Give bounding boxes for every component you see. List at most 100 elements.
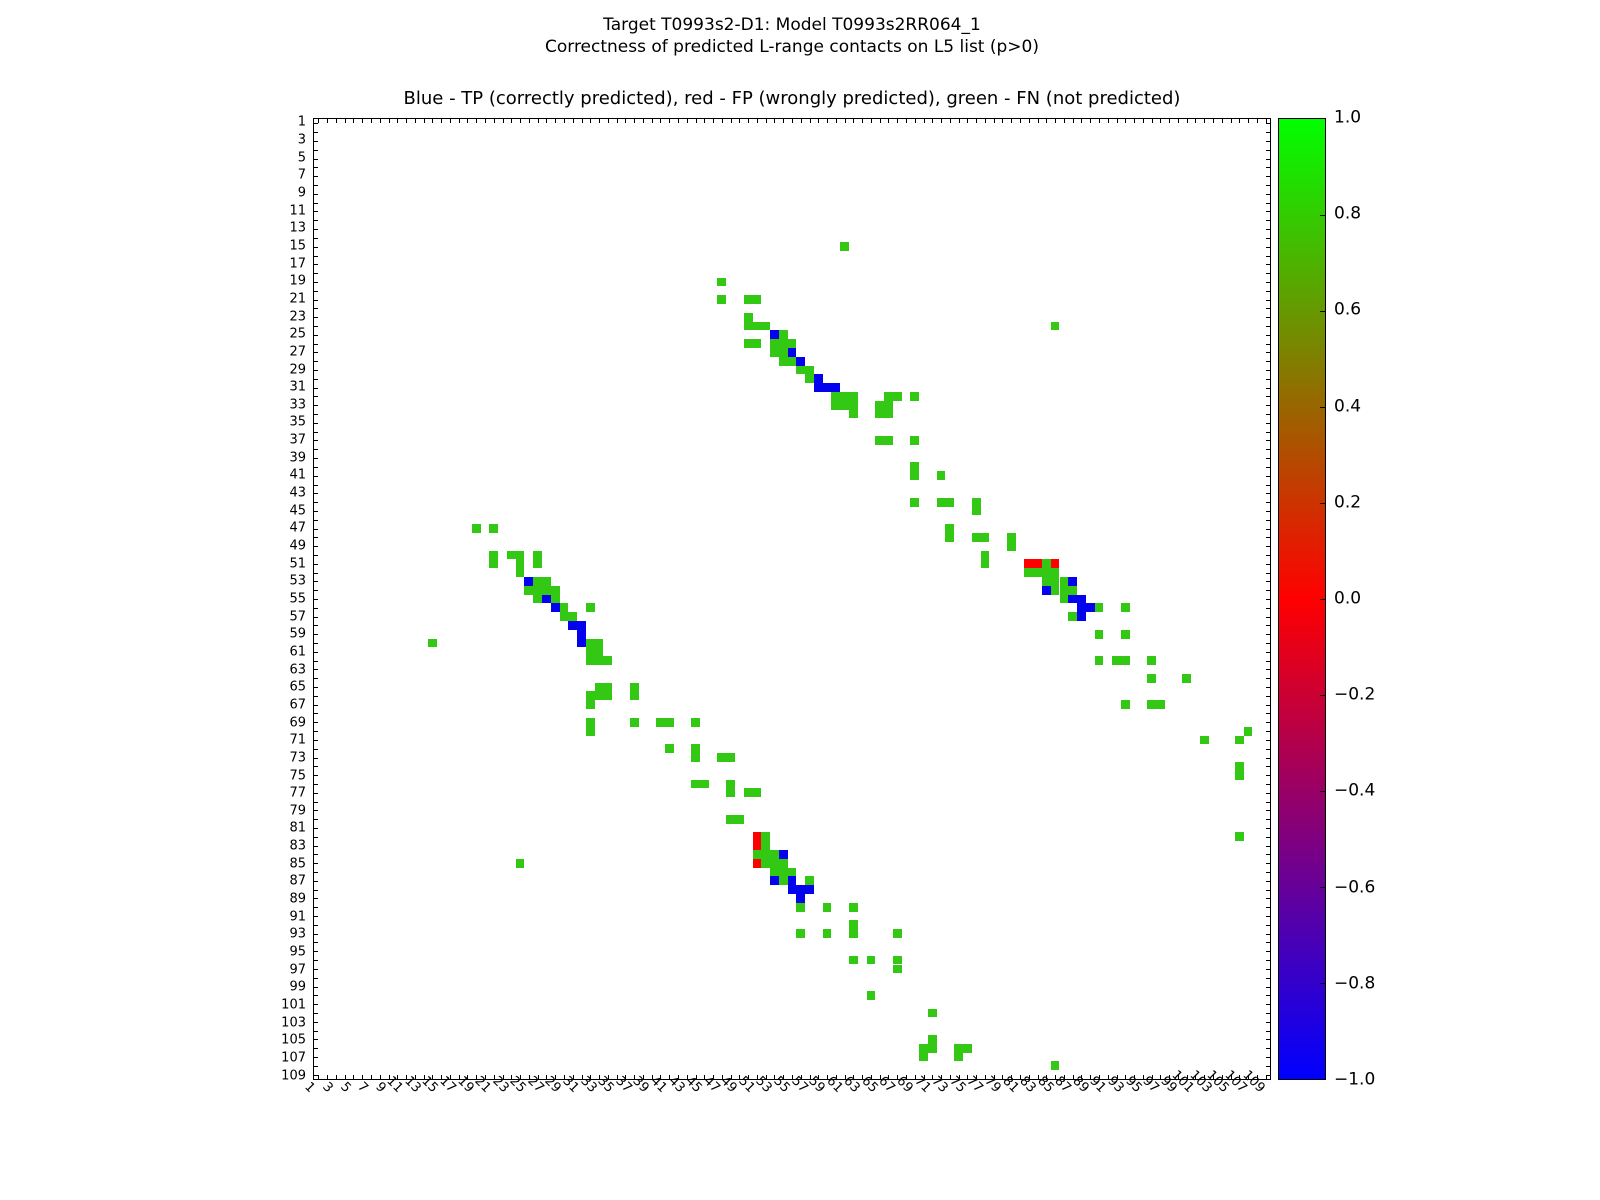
contact-cell-fn xyxy=(1112,656,1121,666)
axis-tick xyxy=(634,1075,636,1079)
axis-tick xyxy=(528,119,530,123)
contact-cell-tp xyxy=(813,374,823,384)
axis-tick xyxy=(1107,1075,1109,1079)
axis-tick xyxy=(314,783,318,785)
axis-tick xyxy=(1230,119,1232,123)
axis-tick xyxy=(1221,119,1223,123)
axis-tick xyxy=(314,290,318,292)
contact-cell-fn xyxy=(787,356,797,366)
axis-tick xyxy=(1266,1074,1270,1076)
axis-tick xyxy=(314,951,318,953)
axis-tick xyxy=(1266,933,1270,935)
axis-tick xyxy=(314,466,318,468)
axis-tick xyxy=(1063,119,1065,123)
contact-cell-fn xyxy=(515,550,525,560)
contact-cell-fn xyxy=(1006,541,1016,551)
contact-cell-fn xyxy=(1120,656,1130,666)
axis-tick xyxy=(1266,1012,1270,1014)
contact-cell-tp xyxy=(524,576,534,586)
axis-tick xyxy=(314,916,318,918)
axis-tick xyxy=(1266,264,1270,266)
contact-cell-fn xyxy=(849,920,858,930)
axis-tick xyxy=(879,119,881,123)
contact-cell-fn xyxy=(892,929,902,939)
contact-cell-fn xyxy=(489,524,499,533)
axis-tick xyxy=(1266,634,1270,636)
contact-cell-tp xyxy=(796,356,806,366)
contact-cell-fn xyxy=(533,550,543,560)
axis-tick xyxy=(1266,405,1270,407)
axis-tick xyxy=(476,119,478,123)
axis-tick xyxy=(1266,431,1270,433)
axis-tick xyxy=(1266,422,1270,424)
axis-tick xyxy=(1266,237,1270,239)
y-axis-tick-labels: 1 3 5 7 9 11 13 15 17 19 21 23 25 27 29 31 33 35 37 39 41 43 4… xyxy=(200,116,306,1082)
axis-tick xyxy=(493,119,495,123)
contact-cell-fn xyxy=(726,788,735,798)
contact-cell-fn xyxy=(1155,700,1165,710)
axis-tick xyxy=(1266,149,1270,151)
contact-cell-fn xyxy=(1050,568,1060,577)
contact-cell-tp xyxy=(813,383,823,393)
axis-tick xyxy=(1266,695,1270,697)
y-tick-label: 13 xyxy=(289,220,306,236)
axis-tick xyxy=(314,440,318,442)
axis-tick xyxy=(616,1075,618,1079)
axis-tick xyxy=(818,119,820,123)
contact-cell-fn xyxy=(734,814,744,824)
axis-tick xyxy=(730,119,732,123)
axis-tick xyxy=(314,986,318,988)
contact-cell-fn xyxy=(585,700,595,710)
axis-tick xyxy=(458,119,460,123)
axis-tick xyxy=(1107,119,1109,123)
axis-tick xyxy=(800,119,802,123)
y-tick-label: 51 xyxy=(289,556,306,572)
axis-tick xyxy=(353,119,355,123)
x-tick-label: 7 xyxy=(354,1079,371,1096)
contact-cell-fn xyxy=(1094,629,1104,639)
y-tick-label: 93 xyxy=(289,926,306,942)
contact-cell-fn xyxy=(910,471,920,481)
contact-cell-tp xyxy=(577,629,586,639)
axis-tick xyxy=(1266,704,1270,706)
y-tick-label: 35 xyxy=(289,414,306,430)
y-tick-label: 15 xyxy=(289,238,306,254)
axis-tick xyxy=(1266,334,1270,336)
axis-tick xyxy=(1266,643,1270,645)
axis-tick xyxy=(765,119,767,123)
contact-cell-fn xyxy=(743,321,753,331)
axis-tick xyxy=(616,119,618,123)
axis-tick xyxy=(314,819,318,821)
axis-tick xyxy=(1266,713,1270,715)
axis-tick xyxy=(1266,202,1270,204)
y-tick-label: 53 xyxy=(289,573,306,589)
axis-tick xyxy=(485,1075,487,1079)
figure-title-line1: Target T0993s2-D1: Model T0993s2RR064_1 xyxy=(603,15,981,35)
axis-tick xyxy=(765,1075,767,1079)
axis-tick xyxy=(1265,119,1267,123)
contact-cell-fn xyxy=(506,550,516,560)
axis-tick xyxy=(314,308,318,310)
colorbar-tick-label: 0.0 xyxy=(1334,588,1362,609)
axis-tick xyxy=(1266,290,1270,292)
contact-cell-fn xyxy=(778,339,788,348)
contact-cell-fn xyxy=(471,524,481,533)
contact-cell-fn xyxy=(1120,603,1130,613)
axis-tick xyxy=(314,211,318,213)
y-tick-label: 107 xyxy=(281,1050,306,1066)
axis-tick xyxy=(314,528,318,530)
axis-tick xyxy=(1266,916,1270,918)
x-axis-tick-labels: 1 3 5 7 9 11 13 15 17 19 21 23 25 27 29 31 33 35 37 39 41 43 4… xyxy=(302,1068,1271,1146)
contact-cell-tp xyxy=(1077,612,1086,621)
axis-tick xyxy=(502,119,504,123)
axis-tick xyxy=(1028,119,1030,123)
axis-tick xyxy=(1204,119,1206,123)
axis-tick xyxy=(1266,528,1270,530)
axis-tick xyxy=(923,119,925,123)
axis-tick xyxy=(314,449,318,451)
axis-tick xyxy=(1266,158,1270,160)
axis-tick xyxy=(314,158,318,160)
contact-cell-fn xyxy=(945,497,955,507)
contact-cell-fn xyxy=(980,532,990,542)
